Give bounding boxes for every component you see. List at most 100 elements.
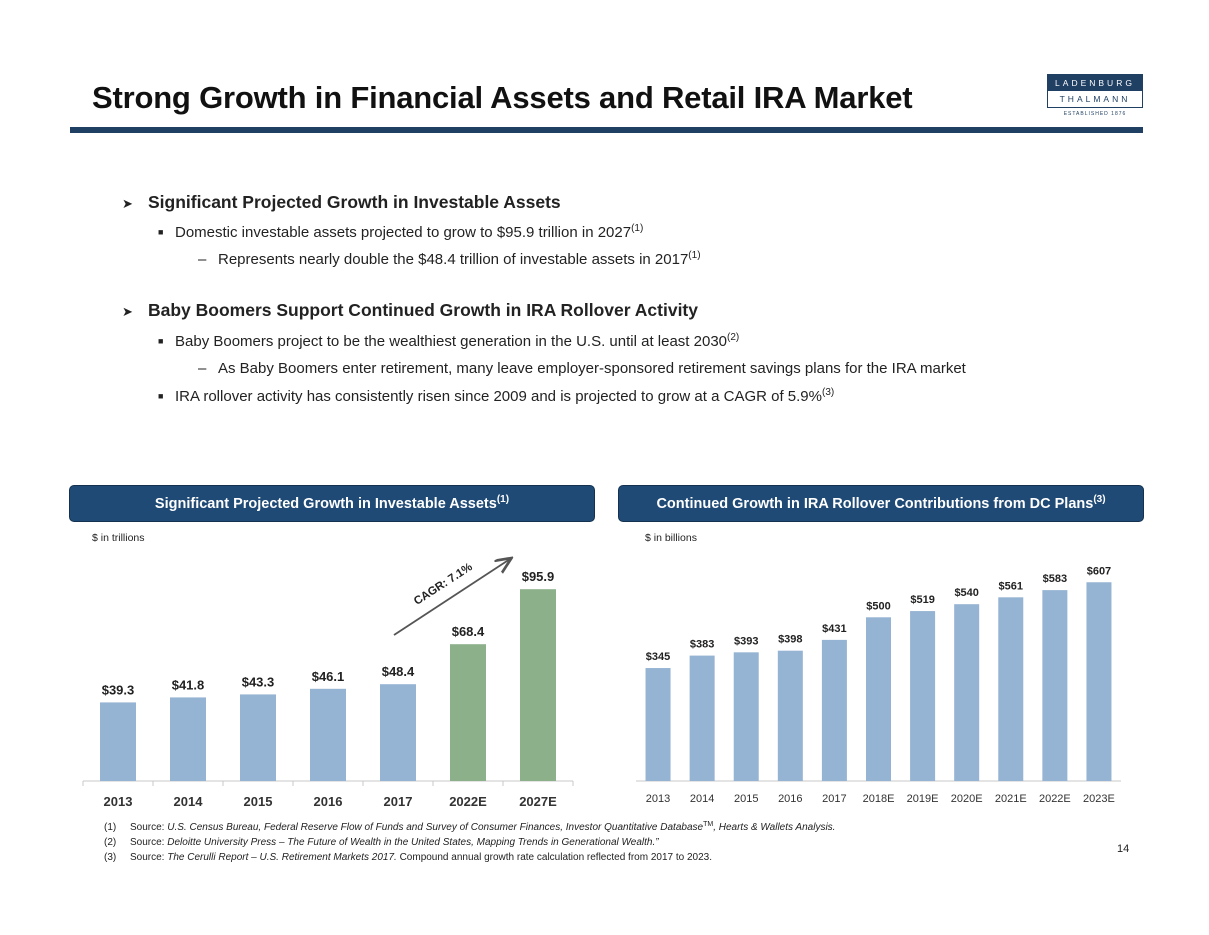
footnote-lead: Source:: [130, 837, 168, 848]
company-logo: LADENBURG THALMANN ESTABLISHED 1876: [1047, 74, 1143, 117]
square-bullet-icon: ■: [158, 336, 164, 346]
category-label: 2017: [384, 794, 413, 809]
bullet-text: IRA rollover activity has consistently r…: [175, 388, 822, 405]
sub-bullet-item: – As Baby Boomers enter retirement, many …: [198, 360, 966, 377]
chart-2-ira-rollover: $345 2013 $383 2014 $393 2015 $398 2016 $431 2017…: [636, 565, 1121, 805]
data-label: $46.1: [312, 669, 345, 684]
data-label: $583: [1043, 573, 1067, 585]
footnote-source: Deloitte University Press – The Future o…: [167, 837, 659, 848]
cagr-trend-arrow: [393, 559, 510, 636]
bar-2019E: [910, 611, 936, 781]
data-label: $68.4: [452, 624, 485, 639]
logo-line-2: THALMANN: [1048, 91, 1142, 107]
section-heading-text: Significant Projected Growth in Investab…: [148, 192, 561, 212]
data-label: $561: [999, 580, 1023, 592]
category-label: 2020E: [951, 793, 983, 805]
bar-2013: [645, 668, 671, 781]
category-label: 2019E: [907, 793, 939, 805]
footnote-ref: (3): [1093, 494, 1106, 505]
sub-bullet-text: Represents nearly double the $48.4 trill…: [218, 251, 689, 268]
chart-1-investable-assets: $39.3 2013 $41.8 2014 $43.3 2015 $46.1 2016 $48.…: [82, 545, 574, 809]
logo-established: ESTABLISHED 1876: [1063, 111, 1127, 117]
chart-2-unit-label: $ in billions: [645, 532, 697, 544]
data-label: $41.8: [172, 677, 205, 692]
bar-2027E: [520, 589, 556, 781]
bar-2022E: [1042, 590, 1068, 781]
bar-2017: [821, 639, 847, 781]
bullet-text: Domestic investable assets projected to …: [175, 224, 632, 241]
bar-2023E: [1086, 582, 1112, 781]
category-label: 2022E: [1039, 793, 1071, 805]
chart-2-header: Continued Growth in IRA Rollover Contrib…: [618, 485, 1144, 522]
cagr-annotation: CAGR: 7.1%: [412, 561, 475, 608]
footnote-3: (3) Source: The Cerulli Report – U.S. Ret…: [104, 850, 835, 865]
category-label: 2015: [244, 794, 273, 809]
data-label: $500: [866, 600, 890, 612]
data-label: $431: [822, 623, 846, 635]
page-number: 14: [1117, 843, 1130, 855]
bar-2022E: [450, 644, 486, 781]
footnote-number: (1): [104, 822, 117, 833]
data-label: $39.3: [102, 682, 135, 697]
footnote-lead: Source:: [130, 822, 168, 833]
category-label: 2021E: [995, 793, 1027, 805]
dash-bullet-icon: –: [198, 360, 207, 377]
bullet-item: ■ IRA rollover activity has consistently …: [158, 388, 834, 406]
category-label: 2013: [104, 794, 133, 809]
category-label: 2027E: [519, 794, 557, 809]
square-bullet-icon: ■: [158, 391, 164, 401]
bar-2015: [240, 694, 276, 781]
footnote-1: (1) Source: U.S. Census Bureau, Federal R…: [104, 820, 835, 835]
section-heading-text: Baby Boomers Support Continued Growth in…: [148, 300, 698, 320]
page-title: Strong Growth in Financial Assets and Re…: [92, 80, 913, 115]
footnote-2: (2) Source: Deloitte University Press – T…: [104, 835, 835, 850]
footnote-source: U.S. Census Bureau, Federal Reserve Flow…: [167, 822, 704, 833]
category-label: 2018E: [863, 793, 895, 805]
bullet-item: ■ Domestic investable assets projected to…: [158, 223, 644, 242]
category-label: 2023E: [1083, 793, 1115, 805]
category-label: 2014: [174, 794, 204, 809]
footnote-number: (2): [104, 837, 117, 848]
category-label: 2016: [314, 794, 343, 809]
footnote-ref: (2): [727, 332, 740, 343]
category-label: 2015: [734, 793, 758, 805]
category-label: 2013: [646, 793, 670, 805]
footnote-source: The Cerulli Report – U.S. Retirement Mar…: [167, 852, 397, 863]
bar-2016: [310, 688, 346, 781]
bar-2014: [689, 655, 715, 781]
bar-2017: [380, 684, 416, 781]
data-label: $43.3: [242, 674, 275, 689]
logo-line-1: LADENBURG: [1048, 75, 1142, 91]
bar-2013: [100, 702, 136, 781]
footnote-ref: (1): [631, 223, 644, 234]
category-label: 2017: [822, 793, 846, 805]
section-heading-investable-assets: ➤ Significant Projected Growth in Investa…: [122, 192, 561, 213]
data-label: $519: [910, 594, 934, 606]
square-bullet-icon: ■: [158, 227, 164, 237]
trademark-mark: TM: [703, 821, 714, 828]
arrow-bullet-icon: ➤: [122, 304, 133, 319]
dash-bullet-icon: –: [198, 251, 207, 268]
footnote-lead: Source:: [130, 852, 168, 863]
data-label: $48.4: [382, 664, 415, 679]
bar-2014: [170, 697, 206, 781]
data-label: $607: [1087, 565, 1111, 577]
bar-2021E: [998, 597, 1024, 781]
data-label: $398: [778, 634, 802, 646]
data-label: $393: [734, 635, 758, 647]
data-label: $540: [954, 587, 978, 599]
footnote-number: (3): [104, 852, 117, 863]
bar-2015: [733, 652, 759, 781]
category-label: 2014: [690, 793, 714, 805]
footnote-note: Compound annual growth rate calculation …: [396, 852, 712, 863]
bar-2020E: [954, 604, 980, 781]
bullet-text: Baby Boomers project to be the wealthies…: [175, 333, 727, 350]
data-label: $345: [646, 651, 670, 663]
chart-1-header-text: Significant Projected Growth in Investab…: [154, 496, 497, 512]
footnotes: (1) Source: U.S. Census Bureau, Federal R…: [104, 820, 835, 865]
bar-2018E: [866, 617, 891, 781]
category-label: 2022E: [449, 794, 487, 809]
arrow-bullet-icon: ➤: [122, 196, 133, 211]
chart-2-header-text: Continued Growth in IRA Rollover Contrib…: [656, 496, 1094, 512]
bullet-item: ■ Baby Boomers project to be the wealthie…: [158, 332, 740, 351]
